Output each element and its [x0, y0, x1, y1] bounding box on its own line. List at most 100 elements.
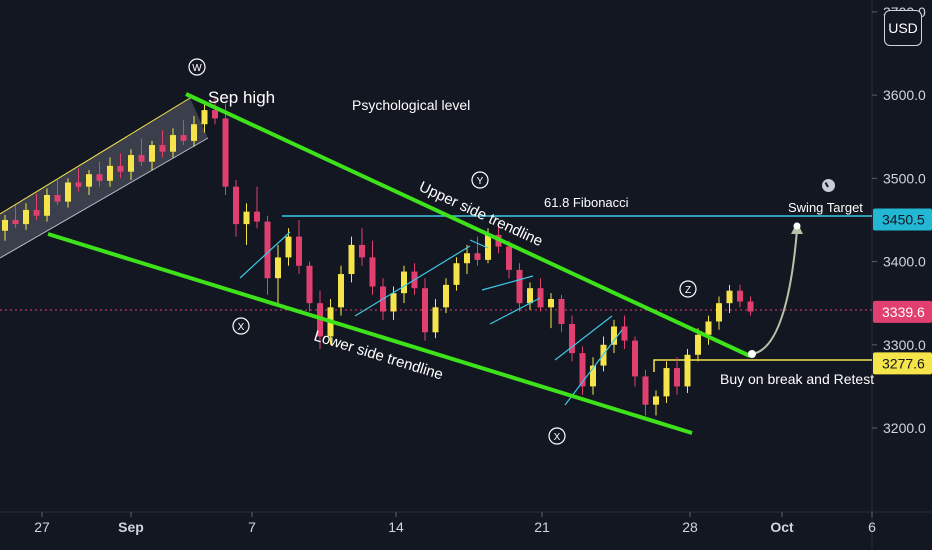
candle-body: [684, 354, 691, 387]
candle: [590, 357, 596, 395]
candle: [726, 284, 733, 314]
candle: [621, 315, 628, 349]
candle-body: [474, 253, 481, 260]
candle-body: [422, 288, 428, 333]
candle-body: [579, 353, 586, 387]
candle-body: [65, 182, 71, 202]
upper-trendline: [185, 92, 751, 358]
price-tick-label: 3500.0: [883, 170, 926, 186]
candle: [159, 130, 166, 158]
candle-body: [23, 209, 29, 225]
candle: [663, 361, 670, 404]
candle-body: [33, 209, 40, 216]
price-tick-label: 3600.0: [883, 87, 926, 103]
candle: [44, 188, 50, 222]
candle-body: [464, 253, 470, 264]
candle: [642, 369, 649, 416]
wave-label-x: X: [238, 322, 245, 333]
wave-label-w: W: [192, 63, 202, 74]
candle: [569, 315, 575, 362]
candle: [306, 261, 313, 312]
wave-label-y: Y: [477, 176, 484, 187]
price-badges: 3450.5 3339.6 3277.6: [873, 208, 932, 375]
candle-body: [359, 244, 365, 258]
candle-body: [653, 396, 659, 405]
candle: [75, 168, 82, 192]
candle: [12, 204, 19, 229]
candle: [401, 265, 407, 304]
candle-body: [642, 376, 649, 405]
time-tick-label: 28: [682, 519, 698, 535]
time-tick-label: 21: [534, 519, 550, 535]
candle: [632, 336, 638, 387]
candle-body: [443, 284, 449, 308]
time-tick-label: Sep: [118, 519, 144, 535]
candle-body: [96, 174, 103, 181]
clock-icon[interactable]: [822, 179, 835, 192]
candle-body: [695, 334, 701, 355]
candle-body: [285, 236, 292, 258]
candle: [716, 296, 722, 330]
candle: [296, 219, 302, 275]
retest-point: [748, 350, 756, 358]
candle-body: [180, 135, 187, 141]
wave-label-x: X: [554, 432, 561, 443]
wave-circle: [679, 280, 697, 298]
lower-trendline: [47, 232, 693, 435]
candle: [527, 282, 533, 310]
candle-body: [674, 368, 680, 387]
candle: [275, 244, 281, 304]
candle-body: [747, 301, 754, 312]
svg-text:3450.5: 3450.5: [882, 212, 925, 228]
price-tick-label: 3300.0: [883, 337, 926, 353]
svg-text:3339.6: 3339.6: [882, 304, 925, 320]
price-tick-label: 3400.0: [883, 254, 926, 270]
candle-body: [107, 165, 113, 181]
candle-body: [558, 299, 565, 324]
candle-body: [506, 246, 512, 270]
candle: [2, 214, 8, 241]
price-badge-last-price: 3339.6: [873, 300, 932, 323]
candle-body: [212, 110, 218, 119]
candle-body: [348, 244, 355, 275]
candle: [254, 186, 260, 229]
candle: [611, 319, 617, 354]
candle: [222, 103, 229, 195]
candle: [453, 257, 460, 291]
time-tick-label: Oct: [770, 519, 794, 535]
candle: [107, 157, 113, 187]
candle-body: [621, 326, 628, 341]
candle: [684, 348, 691, 394]
candle-body: [54, 194, 61, 202]
candle: [705, 315, 712, 345]
retest-arrow: [751, 229, 798, 355]
candle: [117, 153, 124, 179]
price-badge-swing-target: 3450.5: [873, 208, 932, 231]
upper-trendline-label: Upper side trendline: [416, 178, 545, 250]
candle-body: [516, 269, 523, 304]
wave-circle: [548, 427, 566, 445]
candle: [443, 278, 449, 314]
candle-body: [75, 182, 82, 187]
price-tick-label: 3200.0: [883, 420, 926, 436]
candle: [128, 149, 134, 181]
candle: [474, 236, 481, 266]
candle-body: [401, 271, 407, 294]
currency-button[interactable]: USD: [884, 10, 922, 46]
candle-body: [432, 307, 439, 333]
buy-level-line: [653, 359, 872, 372]
candle-body: [243, 211, 250, 225]
candle: [33, 193, 40, 220]
candle: [338, 265, 344, 316]
candle-body: [338, 274, 344, 308]
candle-body: [527, 288, 533, 304]
candle-body: [726, 290, 733, 304]
candle: [558, 294, 565, 333]
candle: [506, 240, 512, 279]
candle: [96, 161, 103, 187]
candle-body: [201, 110, 208, 125]
candle: [191, 115, 197, 147]
minor-trendlines: [239, 231, 623, 406]
